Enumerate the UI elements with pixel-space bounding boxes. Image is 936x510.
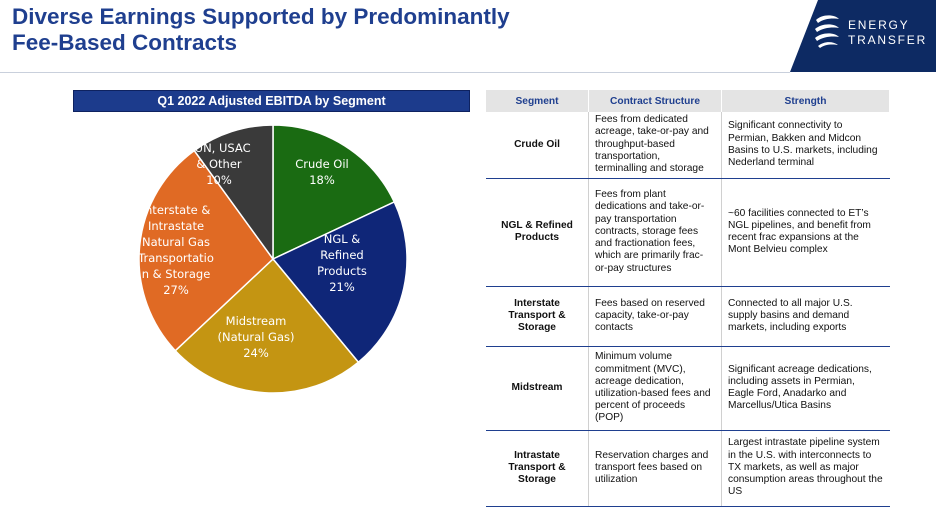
header-segment: Segment (486, 90, 589, 112)
table-row: Interstate Transport & Storage Fees based o… (486, 286, 890, 347)
segment-name-line: Midstream (511, 381, 563, 393)
header-divider (0, 72, 790, 73)
segment-name-line: Interstate (514, 297, 560, 309)
segment-cell: Crude Oil (486, 112, 589, 179)
segment-name-line: Intrastate (514, 449, 560, 461)
pie-label-line: Transportatio (137, 251, 214, 265)
page-title-line2: Fee-Based Contracts (12, 30, 238, 55)
strength-cell: Largest intrastate pipeline system in th… (721, 430, 890, 507)
pie-slice-label: Interstate & Intrastate Natural Gas Transpo… (137, 203, 214, 297)
segment-name-line: Transport & (508, 461, 566, 473)
pie-label-line: Products (317, 264, 367, 278)
page-title: Diverse Earnings Supported by Predominan… (12, 4, 510, 56)
pie-label-line: 21% (329, 280, 355, 294)
pie-label-line: Natural Gas (142, 235, 210, 249)
segment-cell: Intrastate Transport & Storage (486, 430, 589, 507)
table-row: Midstream Minimum volume commitment (MVC)… (486, 346, 890, 431)
brand-line2: TRANSFER (848, 33, 928, 47)
segment-name-line: Crude Oil (514, 138, 560, 150)
header-contract-structure: Contract Structure (588, 90, 722, 112)
pie-slice (271, 200, 408, 364)
contract-structure-cell: Reservation charges and transport fees b… (588, 430, 722, 507)
segment-cell: Interstate Transport & Storage (486, 286, 589, 347)
segment-name-line: Storage (518, 474, 556, 486)
pie-label-line: 10% (206, 173, 232, 187)
pie-slice-label: Crude Oil 18% (295, 157, 349, 187)
pie-label-line: NGL & (324, 232, 361, 246)
strength-cell: Significant connectivity to Permian, Bak… (721, 112, 890, 179)
brand-banner: ENERGY TRANSFER (790, 0, 936, 72)
pie-slice (174, 257, 360, 394)
pie-slice (193, 124, 274, 262)
pie-label-line: & Other (196, 157, 242, 171)
pie-slice (272, 124, 396, 261)
pie-label-line: 27% (163, 283, 189, 297)
table-row: Crude Oil Fees from dedicated acreage, ta… (486, 112, 890, 179)
table-header-row: Segment Contract Structure Strength (486, 90, 890, 112)
pie-label-line: (Natural Gas) (218, 330, 295, 344)
page-title-line1: Diverse Earnings Supported by Predominan… (12, 4, 510, 29)
energy-transfer-logo-icon (815, 15, 839, 48)
pie-label-line: SUN, USAC (187, 141, 250, 155)
segment-cell: NGL & Refined Products (486, 178, 589, 287)
brand-line1: ENERGY (848, 18, 910, 32)
pie-label-line: 18% (309, 173, 335, 187)
contract-structure-cell: Fees from plant dedications and take-or-… (588, 178, 722, 287)
strength-cell: Significant acreage dedications, includi… (721, 346, 890, 431)
segment-name-line: Products (514, 232, 560, 243)
strength-cell: Connected to all major U.S. supply basin… (721, 286, 890, 347)
contract-structure-cell: Fees from dedicated acreage, take-or-pay… (588, 112, 722, 179)
pie-label-line: Crude Oil (295, 157, 349, 171)
strength-cell: ~60 facilities connected to ET’s NGL pip… (721, 178, 890, 287)
segment-table: Segment Contract Structure Strength Crud… (486, 90, 890, 507)
segment-name-line: NGL & Refined (501, 219, 573, 231)
segment-cell: Midstream (486, 346, 589, 431)
pie-label-line: Interstate & (142, 203, 211, 217)
segment-name-line: Transport & (508, 309, 566, 321)
table-body: Crude Oil Fees from dedicated acreage, ta… (486, 112, 890, 507)
table-row: NGL & Refined Products Fees from plant ded… (486, 178, 890, 287)
pie-slice-label: SUN, USAC & Other 10% (187, 141, 250, 187)
pie-slice-label: NGL & Refined Products 21% (317, 232, 367, 294)
header-strength: Strength (721, 90, 890, 112)
table-row: Intrastate Transport & Storage Reservation … (486, 430, 890, 507)
contract-structure-cell: Minimum volume commitment (MVC), acreage… (588, 346, 722, 431)
chart-title: Q1 2022 Adjusted EBITDA by Segment (73, 90, 470, 112)
pie-slice (138, 149, 274, 352)
pie-label-line: Intrastate (148, 219, 204, 233)
pie-label-line: 24% (243, 346, 269, 360)
pie-label-line: Midstream (226, 314, 287, 328)
pie-slice-label: Midstream (Natural Gas) 24% (218, 314, 295, 360)
pie-label-line: Refined (320, 248, 363, 262)
contract-structure-cell: Fees based on reserved capacity, take-or… (588, 286, 722, 347)
pie-label-line: n & Storage (142, 267, 211, 281)
segment-name-line: Storage (518, 322, 556, 334)
